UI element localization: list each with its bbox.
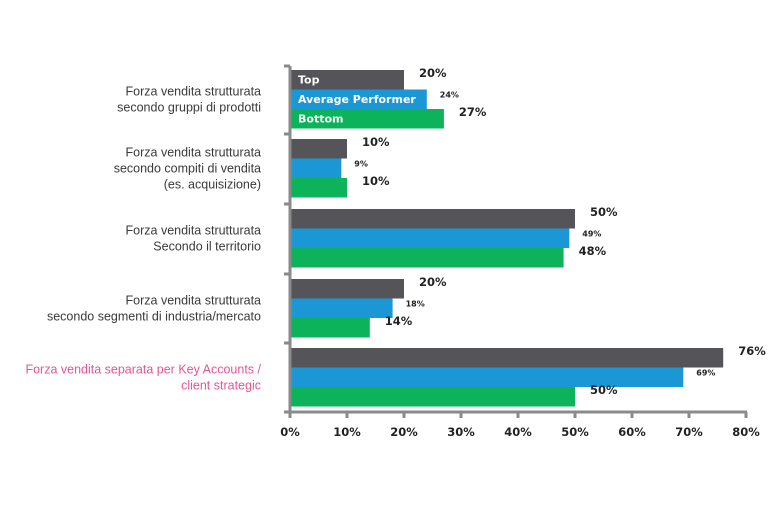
category-label: client strategic [181,378,261,392]
bar [290,348,724,368]
category-label: Forza vendita strutturata [126,293,262,307]
category-label: (es. acquisizione) [164,177,261,191]
bar [290,248,564,268]
data-label: 18% [406,300,425,309]
data-label: 27% [459,105,487,119]
bar [290,228,570,248]
bar [290,298,393,318]
data-label: 20% [419,66,447,80]
category-label: Forza vendita strutturata [126,223,262,237]
data-label: 10% [362,174,390,188]
data-label: 50% [590,383,618,397]
category-label: Forza vendita strutturata [126,84,262,98]
category-label: Forza vendita strutturata [126,145,262,159]
x-tick-label: 40% [504,425,532,439]
bar [290,109,444,129]
category-labels: Forza vendita strutturata secondo gruppi … [25,84,261,392]
bar [290,70,404,90]
data-label: 69% [696,369,715,378]
legend: Top Average Performer Bottom [298,74,416,126]
legend-entry: Average Performer [298,93,416,106]
bar [290,178,347,198]
bar [290,209,575,229]
bar [290,139,347,159]
data-label: 49% [582,230,601,239]
legend-entry: Top [298,74,320,87]
category-label: Forza vendita separata per Key Accounts … [25,362,261,376]
x-tick-label: 30% [447,425,475,439]
bar [290,367,684,387]
bar [290,318,370,338]
axes: 0% 10% 20% 30% 40% 50% 60% 70% 80% [280,64,760,439]
bar [290,158,342,178]
x-tick-label: 10% [333,425,361,439]
data-label: 24% [440,91,459,100]
category-label: secondo segmenti di industria/mercato [47,309,261,323]
x-tick-label: 20% [390,425,418,439]
data-label: 14% [385,314,413,328]
x-tick-label: 50% [561,425,589,439]
bar [290,279,404,299]
bar [290,89,427,109]
data-label: 10% [362,135,390,149]
bars [290,70,724,407]
bar [290,387,575,407]
x-tick-label: 70% [675,425,703,439]
data-label: 50% [590,205,618,219]
data-label: 76% [738,344,766,358]
data-label: 9% [354,160,368,169]
value-labels: 20% 10% 50% 20% 76% 24% 9% 49% 18% 69% 27% 10% 48% 14… [354,66,766,397]
legend-entry: Bottom [298,113,343,126]
data-label: 48% [579,244,607,258]
x-tick-label: 80% [732,425,760,439]
category-label: Secondo il territorio [153,239,261,253]
category-label: secondo compiti di vendita [114,161,261,175]
x-tick-label: 0% [280,425,300,439]
data-label: 20% [419,275,447,289]
category-label: secondo gruppi di prodotti [117,100,261,114]
x-tick-label: 60% [618,425,646,439]
